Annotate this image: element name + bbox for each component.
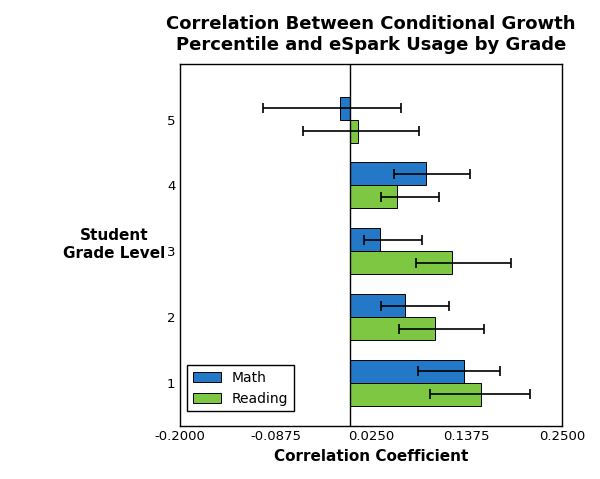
Bar	[350, 294, 405, 317]
Bar	[350, 360, 464, 383]
Bar	[350, 228, 380, 251]
Bar	[350, 383, 481, 406]
Bar	[350, 317, 434, 340]
Bar	[350, 162, 426, 185]
Bar	[350, 251, 452, 274]
Bar	[340, 97, 350, 120]
X-axis label: Correlation Coefficient: Correlation Coefficient	[274, 449, 468, 464]
Y-axis label: Student
Grade Level: Student Grade Level	[63, 228, 165, 261]
Legend: Math, Reading: Math, Reading	[187, 365, 294, 411]
Bar	[350, 185, 397, 208]
Bar	[350, 120, 358, 143]
Title: Correlation Between Conditional Growth
Percentile and eSpark Usage by Grade: Correlation Between Conditional Growth P…	[166, 15, 576, 54]
